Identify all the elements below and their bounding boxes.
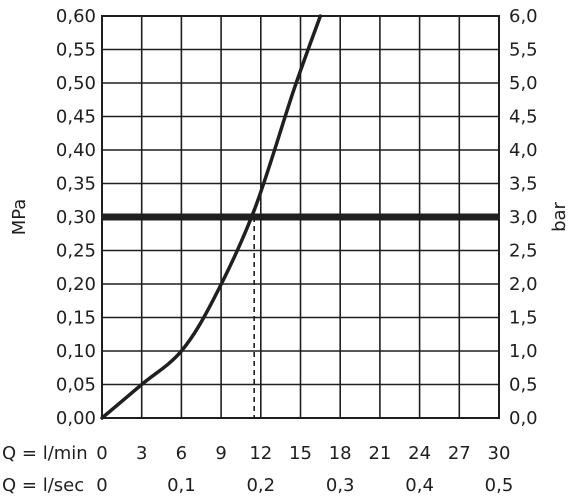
y-axis-title-left: MPa [9, 199, 30, 236]
y-tick-label-right: 2,0 [509, 274, 538, 295]
x-tick-label-lmin: 6 [176, 443, 187, 464]
x-tick-label-lsec: 0,5 [485, 475, 514, 496]
series-layer [100, 14, 499, 420]
y-tick-label-right: 5,0 [509, 73, 538, 94]
x-tick-label-lmin: 27 [448, 443, 471, 464]
y-tick-label-right: 4,0 [509, 140, 538, 161]
x-tick-label-lmin: 9 [215, 443, 226, 464]
x-axis-label-lmin: Q = l/min [2, 443, 88, 464]
y-tick-label-left: 0,25 [56, 241, 96, 262]
tick-labels: 0,00 0,00,05 0,50,10 1,00,15 1,50,20 2,00,25 2… [2, 6, 570, 496]
y-tick-label-left: 0,10 [56, 341, 96, 362]
y-axis-title-right: bar [549, 201, 570, 231]
y-tick-label-right: 0,5 [509, 375, 538, 396]
y-tick-label-right: 4,5 [509, 107, 538, 128]
y-tick-label-right: 0,0 [509, 408, 538, 429]
x-tick-label-lmin: 12 [249, 443, 272, 464]
y-tick-label-left: 0,35 [56, 174, 96, 195]
y-tick-label-right: 3,5 [509, 174, 538, 195]
y-tick-label-left: 0,55 [56, 40, 96, 61]
y-tick-label-left: 0,45 [56, 107, 96, 128]
x-tick-label-lsec: 0,1 [167, 475, 196, 496]
y-tick-label-left: 0,20 [56, 274, 96, 295]
x-tick-label-lsec: 0 [96, 475, 107, 496]
y-tick-label-right: 6,0 [509, 6, 538, 27]
x-tick-label-lmin: 3 [136, 443, 147, 464]
y-tick-label-right: 5,5 [509, 40, 538, 61]
y-tick-label-right: 3,0 [509, 207, 538, 228]
y-tick-label-right: 2,5 [509, 241, 538, 262]
y-tick-label-left: 0,50 [56, 73, 96, 94]
y-tick-label-left: 0,15 [56, 308, 96, 329]
y-tick-label-left: 0,30 [56, 207, 96, 228]
y-tick-label-left: 0,40 [56, 140, 96, 161]
y-tick-label-left: 0,05 [56, 375, 96, 396]
x-tick-label-lmin: 15 [289, 443, 312, 464]
x-tick-label-lmin: 0 [96, 443, 107, 464]
y-tick-label-left: 0,00 [56, 408, 96, 429]
flow-curve [100, 14, 323, 420]
x-tick-label-lsec: 0,2 [246, 475, 275, 496]
y-tick-label-right: 1,5 [509, 308, 538, 329]
x-tick-label-lmin: 18 [329, 443, 352, 464]
y-tick-label-left: 0,60 [56, 6, 96, 27]
y-tick-label-right: 1,0 [509, 341, 538, 362]
x-axis-label-lsec: Q = l/sec [2, 475, 84, 496]
x-tick-label-lsec: 0,3 [326, 475, 355, 496]
x-tick-label-lmin: 21 [368, 443, 391, 464]
x-tick-label-lmin: 24 [408, 443, 431, 464]
x-tick-label-lmin: 30 [488, 443, 511, 464]
x-tick-label-lsec: 0,4 [405, 475, 434, 496]
